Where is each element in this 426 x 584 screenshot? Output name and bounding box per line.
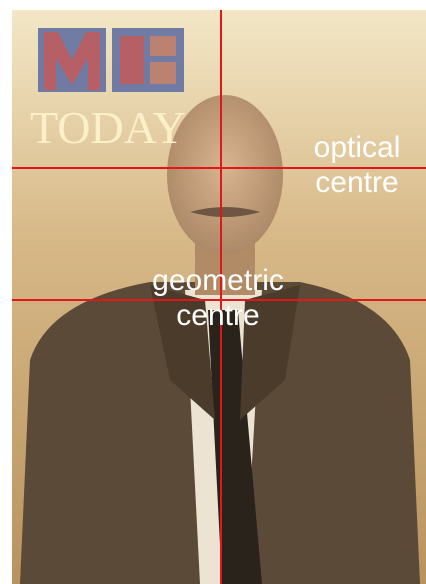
annotated-photo: TODAY optical centre geometric centre <box>0 0 426 584</box>
masthead: TODAY <box>30 102 186 153</box>
annotation-line: geometric <box>152 264 284 297</box>
annotation-line: centre <box>315 166 398 199</box>
annotation-line: centre <box>176 299 259 332</box>
annotation-line: optical <box>314 131 401 164</box>
page: TODAY optical centre geometric centre ((… <box>0 0 426 584</box>
